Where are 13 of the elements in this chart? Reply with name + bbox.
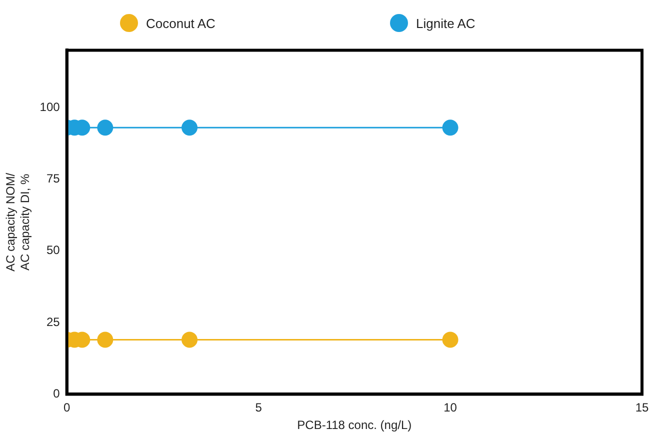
x-tick-label: 5 — [255, 400, 262, 415]
legend-label: Lignite AC — [416, 16, 476, 30]
x-axis-title: PCB-118 conc. (ng/L) — [297, 418, 412, 432]
y-tick-label: 100 — [40, 100, 60, 114]
y-axis-title: AC capacity NOM/ AC capacity DI, % — [4, 172, 32, 272]
y-tick-label: 0 — [53, 386, 60, 401]
x-tick-label: 0 — [63, 400, 70, 415]
x-tick-label: 15 — [635, 400, 649, 415]
y-tick-label: 25 — [46, 314, 60, 329]
y-tick-label: 50 — [46, 243, 60, 258]
x-tick-label: 10 — [444, 400, 458, 415]
legend-label: Coconut AC — [146, 16, 216, 30]
y-tick-label: 75 — [46, 172, 60, 186]
